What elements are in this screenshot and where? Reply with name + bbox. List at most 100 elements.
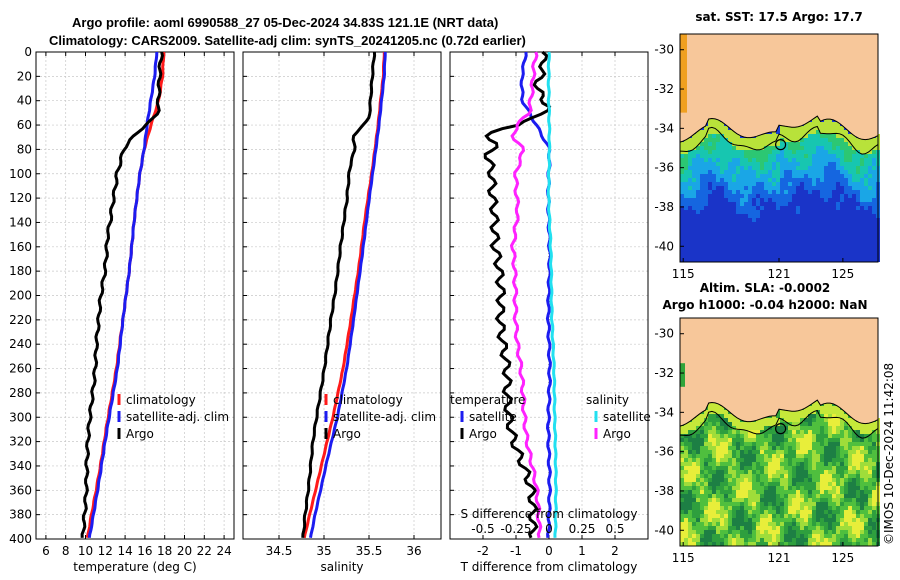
- map-cell: [744, 478, 748, 482]
- map-cell: [864, 462, 868, 466]
- map-cell: [836, 490, 840, 494]
- map-cell: [840, 210, 844, 214]
- map-cell: [728, 166, 732, 170]
- map-cell: [804, 126, 808, 130]
- map-cell: [808, 542, 812, 546]
- map-cell: [728, 538, 732, 542]
- map-cell: [784, 170, 788, 174]
- map-cell: [788, 222, 792, 226]
- map-cell: [740, 182, 744, 186]
- map-cell: [808, 534, 812, 538]
- x-tick-label: 35.5: [356, 544, 383, 558]
- map-cell: [692, 462, 696, 466]
- map-cell: [720, 434, 724, 438]
- map-cell: [724, 142, 728, 146]
- map-cell: [792, 190, 796, 194]
- map-cell: [760, 530, 764, 534]
- map-cell: [820, 498, 824, 502]
- map-cell: [764, 222, 768, 226]
- map-cell: [872, 530, 876, 534]
- map-cell: [816, 158, 820, 162]
- map-cell: [720, 174, 724, 178]
- map-cell: [776, 222, 780, 226]
- map-cell: [784, 486, 788, 490]
- map-cell: [760, 446, 764, 450]
- map-cell: [748, 238, 752, 242]
- map-cell: [796, 174, 800, 178]
- map-cell: [812, 250, 816, 254]
- map-cell: [836, 462, 840, 466]
- map-cell: [764, 462, 768, 466]
- map-cell: [860, 526, 864, 530]
- map-y-tick-label: -40: [654, 523, 674, 537]
- map-cell: [724, 490, 728, 494]
- map-cell: [856, 454, 860, 458]
- map-cell: [688, 478, 692, 482]
- map-cell: [848, 490, 852, 494]
- map-cell: [756, 526, 760, 530]
- map-cell: [716, 534, 720, 538]
- map-cell: [752, 482, 756, 486]
- map-cell: [764, 470, 768, 474]
- map-cell: [860, 178, 864, 182]
- map-cell: [768, 462, 772, 466]
- map-cell: [816, 482, 820, 486]
- map-cell: [852, 530, 856, 534]
- map-cell: [764, 214, 768, 218]
- map-cell: [776, 250, 780, 254]
- land-polygon: [679, 33, 879, 143]
- x-tick-label: 22: [197, 544, 212, 558]
- map-cell: [828, 422, 832, 426]
- map-cell: [824, 510, 828, 514]
- map-cell: [768, 178, 772, 182]
- map-cell: [760, 498, 764, 502]
- map-cell: [708, 402, 712, 406]
- map-cell: [780, 154, 784, 158]
- map-cell: [756, 162, 760, 166]
- map-cell: [816, 258, 820, 262]
- map-cell: [736, 446, 740, 450]
- map-cell: [824, 198, 828, 202]
- map-cell: [868, 154, 872, 158]
- map-cell: [780, 234, 784, 238]
- map-cell: [728, 194, 732, 198]
- map-cell: [836, 122, 840, 126]
- map-cell: [684, 254, 688, 258]
- map-cell: [848, 430, 852, 434]
- map-cell: [800, 482, 804, 486]
- map-cell: [728, 150, 732, 154]
- map-cell: [720, 146, 724, 150]
- map-cell: [716, 442, 720, 446]
- map-cell: [840, 246, 844, 250]
- map-cell: [868, 458, 872, 462]
- map-cell: [720, 502, 724, 506]
- map-cell: [728, 486, 732, 490]
- map-cell: [712, 118, 716, 122]
- map-cell: [744, 538, 748, 542]
- map-cell: [860, 490, 864, 494]
- map-cell: [720, 238, 724, 242]
- map-cell: [792, 450, 796, 454]
- map-cell: [692, 230, 696, 234]
- map-cell: [716, 522, 720, 526]
- map-cell: [684, 226, 688, 230]
- map-cell: [768, 250, 772, 254]
- map-cell: [828, 234, 832, 238]
- map-cell: [760, 194, 764, 198]
- map-cell: [812, 162, 816, 166]
- map-cell: [712, 158, 716, 162]
- map-cell: [736, 206, 740, 210]
- map-cell: [816, 526, 820, 530]
- map-cell: [712, 434, 716, 438]
- map-cell: [704, 506, 708, 510]
- map-cell: [800, 194, 804, 198]
- map-cell: [804, 250, 808, 254]
- map-cell: [824, 410, 828, 414]
- map-cell: [856, 470, 860, 474]
- map-cell: [728, 162, 732, 166]
- map-cell: [808, 442, 812, 446]
- map-cell: [792, 198, 796, 202]
- map-cell: [872, 238, 876, 242]
- map-cell: [732, 198, 736, 202]
- map-cell: [756, 434, 760, 438]
